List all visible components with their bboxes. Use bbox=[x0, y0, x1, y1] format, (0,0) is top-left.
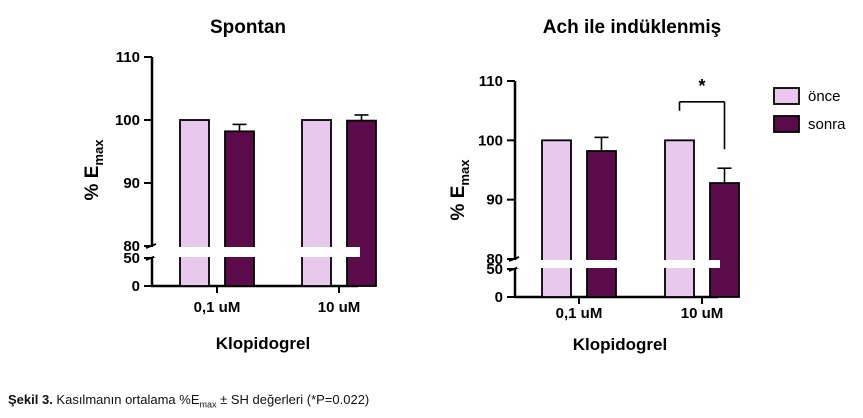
chart-title: Spontan bbox=[210, 17, 286, 38]
x-axis-title: Klopidogrel bbox=[573, 335, 667, 354]
legend-label: önce bbox=[808, 88, 841, 105]
legend-swatch-once bbox=[773, 87, 800, 105]
bar-once bbox=[664, 139, 695, 298]
x-tick-label: 10 uM bbox=[318, 299, 361, 316]
y-axis-label-main: % E bbox=[82, 166, 103, 201]
bar-once bbox=[541, 139, 572, 298]
x-tick-label: 10 uM bbox=[681, 305, 724, 322]
bar-sonra bbox=[224, 130, 255, 287]
y-tick-label: 80 bbox=[486, 251, 503, 268]
axis-break-band bbox=[154, 247, 360, 257]
y-tick-label: 100 bbox=[115, 112, 140, 129]
y-tick-label: 0 bbox=[132, 278, 140, 295]
bar-sonra bbox=[586, 150, 617, 298]
y-tick-label: 80 bbox=[123, 238, 140, 255]
bar-sonra bbox=[709, 182, 740, 298]
legend-swatch-sonra bbox=[773, 115, 800, 133]
y-tick-label: 110 bbox=[116, 49, 140, 66]
bar-once bbox=[179, 119, 210, 287]
axis-break-band bbox=[517, 260, 720, 268]
y-axis-label-sub: max bbox=[91, 139, 106, 166]
y-tick-label: 90 bbox=[123, 175, 140, 192]
y-tick-label: 50 bbox=[486, 261, 503, 278]
figure-caption: Şekil 3. Kasılmanın ortalama %Emax ± SH … bbox=[8, 392, 369, 410]
y-tick-label: 50 bbox=[123, 250, 140, 267]
x-tick-label: 0,1 uM bbox=[194, 299, 241, 316]
bar-sonra bbox=[346, 119, 377, 287]
chart-title: Ach ile indüklenmiş bbox=[543, 17, 721, 38]
x-tick-label: 0,1 uM bbox=[556, 305, 603, 322]
caption-text-after: ± SH değerleri (*P=0.022) bbox=[216, 392, 370, 407]
y-axis-label-sub: max bbox=[457, 159, 472, 186]
y-tick-label: 90 bbox=[486, 192, 503, 209]
bar-once bbox=[301, 119, 332, 287]
y-axis-label-main: % E bbox=[448, 186, 469, 221]
caption-label: Şekil 3. bbox=[8, 392, 53, 407]
y-axis-label: % Emax bbox=[448, 159, 472, 221]
legend-label: sonra bbox=[808, 116, 846, 133]
caption-text-before: Kasılmanın ortalama %E bbox=[52, 392, 200, 407]
y-tick-label: 100 bbox=[478, 132, 503, 149]
significance-label: * bbox=[698, 76, 705, 96]
caption-subscript: max bbox=[199, 399, 217, 410]
x-axis-title: Klopidogrel bbox=[216, 334, 310, 353]
y-tick-label: 0 bbox=[495, 289, 503, 306]
y-axis-label: % Emax bbox=[82, 139, 106, 201]
legend: önce sonra bbox=[773, 87, 846, 133]
y-tick-label: 110 bbox=[479, 73, 503, 90]
